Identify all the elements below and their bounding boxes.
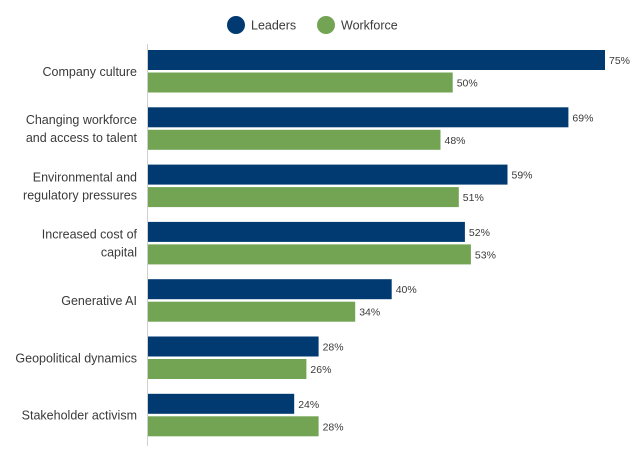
bar-leaders xyxy=(148,221,465,242)
bar-workforce xyxy=(148,301,356,322)
value-label-leaders: 40% xyxy=(396,284,417,296)
value-label-leaders: 52% xyxy=(469,227,490,239)
bar-leaders xyxy=(148,336,319,357)
value-labels: 75% 50% 69% 48% 59% 51% 52% 53% 40% 34% 28% 26% 24% 2… xyxy=(298,55,630,433)
category-label-line: Environmental and xyxy=(33,170,137,184)
category-label: Geopolitical dynamics xyxy=(15,351,137,365)
category-label-line: Changing workforce xyxy=(26,113,137,127)
bar-workforce xyxy=(148,187,459,208)
value-label-leaders: 24% xyxy=(298,399,319,411)
legend-label-workforce: Workforce xyxy=(341,19,398,33)
category-label: Generative AI xyxy=(61,294,137,308)
bar-leaders xyxy=(148,393,295,414)
bar-leaders xyxy=(148,164,508,185)
category-label: Changing workforce and access to talent xyxy=(26,113,138,145)
value-label-workforce: 26% xyxy=(310,364,331,376)
bar-workforce xyxy=(148,72,453,93)
category-labels: Company culture Changing workforce and acc… xyxy=(15,65,137,423)
category-label-line: capital xyxy=(101,246,137,260)
bar-leaders xyxy=(148,50,605,70)
category-label: Company culture xyxy=(43,65,138,79)
category-label-line: and access to talent xyxy=(26,131,138,145)
bar-workforce xyxy=(148,129,441,150)
category-label-line: Company culture xyxy=(43,65,138,79)
value-label-workforce: 34% xyxy=(359,307,380,319)
value-label-workforce: 51% xyxy=(463,192,484,204)
bar-workforce xyxy=(148,244,471,265)
value-label-leaders: 69% xyxy=(572,112,593,124)
category-label-line: Geopolitical dynamics xyxy=(15,351,137,365)
category-label-line: Increased cost of xyxy=(42,228,138,242)
bar-workforce xyxy=(148,359,307,379)
bar-workforce xyxy=(148,416,319,437)
legend: Leaders Workforce xyxy=(227,16,398,34)
value-label-leaders: 28% xyxy=(323,342,344,354)
value-label-workforce: 28% xyxy=(323,421,344,433)
category-label-line: regulatory pressures xyxy=(23,188,137,202)
bar-leaders xyxy=(148,107,569,128)
legend-label-leaders: Leaders xyxy=(251,19,296,33)
category-label: Increased cost of capital xyxy=(42,228,138,260)
bar-leaders xyxy=(148,279,392,300)
value-label-workforce: 48% xyxy=(445,135,466,147)
value-label-workforce: 50% xyxy=(457,78,478,90)
category-label-line: Stakeholder activism xyxy=(22,409,137,423)
category-label-line: Generative AI xyxy=(61,294,137,308)
bars xyxy=(148,50,605,437)
category-label: Environmental and regulatory pressures xyxy=(23,170,137,202)
value-label-workforce: 53% xyxy=(475,249,496,261)
value-label-leaders: 59% xyxy=(512,170,533,182)
value-label-leaders: 75% xyxy=(609,55,630,67)
legend-swatch-workforce xyxy=(317,16,335,34)
legend-swatch-leaders xyxy=(227,16,245,34)
category-label: Stakeholder activism xyxy=(22,409,137,423)
